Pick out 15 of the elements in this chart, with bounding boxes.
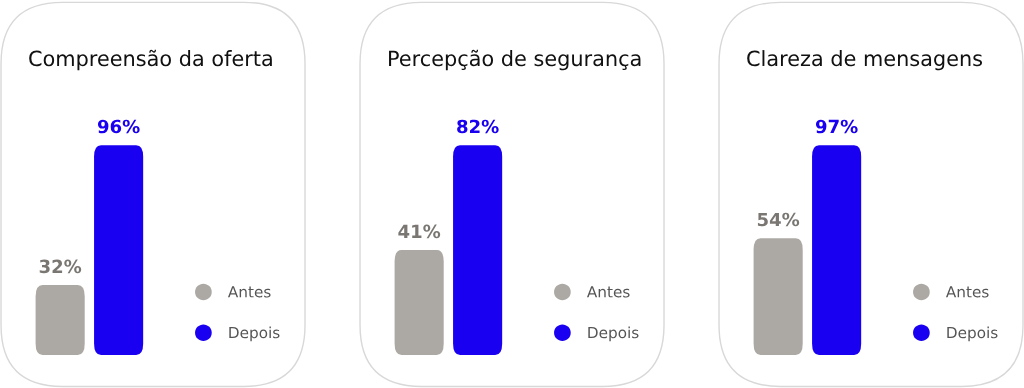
data-label: 54% — [757, 212, 800, 227]
data-label: 96% — [97, 119, 140, 134]
legend-label: Depois — [229, 326, 280, 342]
legend-label: Antes — [586, 286, 630, 298]
chart-title: Clareza de mensagens — [747, 50, 983, 71]
legend-label: Antes — [227, 286, 271, 298]
legend-label: Antes — [945, 286, 989, 298]
legend-label: Depois — [947, 326, 998, 342]
legend-label: Depois — [588, 326, 639, 342]
data-label: 97% — [815, 119, 858, 134]
data-label: 82% — [457, 119, 499, 134]
data-label: 32% — [39, 259, 82, 274]
chart-title: Percepção de segurança — [389, 49, 641, 71]
chart-title: Compreensão da oferta — [29, 49, 272, 71]
data-label: 41% — [398, 224, 441, 239]
